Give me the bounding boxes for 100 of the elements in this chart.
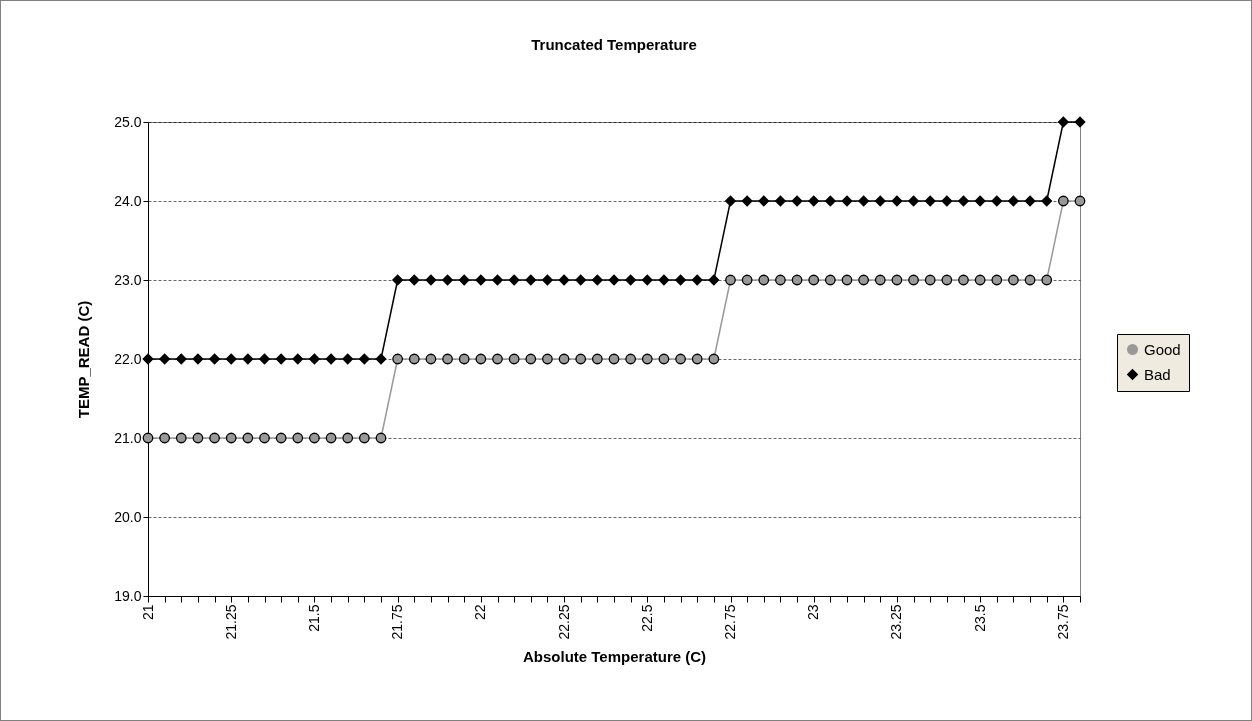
- legend-label: Good: [1144, 340, 1181, 358]
- point: [658, 353, 670, 365]
- point: [392, 274, 404, 286]
- point: [775, 195, 786, 207]
- x-tick-label: 23.5: [971, 604, 988, 632]
- point: [425, 274, 437, 286]
- x-tick-label: 22: [472, 604, 489, 621]
- point: [492, 353, 503, 365]
- x-tick-label: 21: [139, 604, 156, 621]
- point: [209, 432, 220, 444]
- point: [442, 353, 453, 365]
- point: [492, 274, 503, 286]
- point: [558, 353, 570, 365]
- point: [175, 432, 187, 444]
- point: [242, 353, 254, 365]
- point: [408, 353, 420, 365]
- point: [392, 353, 404, 365]
- point: [858, 274, 870, 286]
- point: [525, 353, 537, 365]
- point: [358, 353, 370, 365]
- point: [758, 195, 770, 207]
- point: [591, 353, 603, 365]
- y-tick-label: 23.0: [114, 271, 142, 288]
- point: [841, 195, 853, 207]
- point: [641, 353, 653, 365]
- point: [508, 274, 520, 286]
- point: [808, 274, 820, 286]
- point: [442, 274, 453, 286]
- x-tick-label: 21.75: [389, 604, 406, 640]
- point: [791, 274, 803, 286]
- point: [775, 274, 786, 286]
- y-tick-label: 22.0: [114, 350, 142, 367]
- point: [741, 274, 753, 286]
- point: [891, 274, 903, 286]
- y-tick-label: 19.0: [114, 587, 142, 604]
- point: [508, 353, 520, 365]
- point: [1074, 116, 1086, 128]
- point: [991, 195, 1003, 207]
- point: [675, 353, 686, 365]
- point: [292, 432, 304, 444]
- point: [225, 432, 237, 444]
- point: [542, 274, 553, 286]
- point: [974, 195, 986, 207]
- point: [708, 274, 720, 286]
- point: [142, 432, 154, 444]
- point: [791, 195, 803, 207]
- point: [658, 274, 670, 286]
- point: [675, 274, 686, 286]
- x-tick-label: 23.75: [1054, 604, 1071, 640]
- point: [575, 353, 587, 365]
- point: [375, 432, 387, 444]
- point: [691, 274, 703, 286]
- point: [542, 353, 553, 365]
- point: [1057, 195, 1069, 207]
- point: [725, 195, 736, 207]
- y-tick-label: 20.0: [114, 508, 142, 525]
- point: [941, 195, 953, 207]
- x-tick-label: 21.25: [222, 604, 239, 640]
- point: [824, 195, 836, 207]
- point: [408, 274, 420, 286]
- point: [608, 353, 620, 365]
- point: [525, 274, 537, 286]
- y-tick-label: 25.0: [114, 113, 142, 130]
- point: [591, 274, 603, 286]
- point: [1024, 195, 1036, 207]
- point: [275, 353, 287, 365]
- point: [458, 274, 470, 286]
- point: [641, 274, 653, 286]
- point: [958, 195, 969, 207]
- legend-label: Bad: [1144, 365, 1171, 383]
- point: [159, 353, 171, 365]
- point: [991, 274, 1003, 286]
- point: [1024, 274, 1036, 286]
- point: [558, 274, 570, 286]
- point: [974, 274, 986, 286]
- point: [874, 274, 886, 286]
- point: [1008, 274, 1019, 286]
- point: [824, 274, 836, 286]
- point: [575, 274, 587, 286]
- point: [325, 432, 337, 444]
- point: [259, 353, 270, 365]
- point: [908, 274, 919, 286]
- x-axis-title: Absolute Temperature (C): [522, 647, 707, 665]
- y-tick-label: 21.0: [114, 429, 142, 446]
- chart-title: Truncated Temperature: [531, 35, 697, 53]
- x-tick-label: 23.25: [888, 604, 905, 640]
- x-tick-label: 23: [805, 604, 822, 621]
- point: [1057, 116, 1069, 128]
- point: [358, 432, 370, 444]
- point: [958, 274, 969, 286]
- point: [142, 353, 154, 365]
- y-tick-label: 24.0: [114, 192, 142, 209]
- point: [242, 432, 254, 444]
- point: [758, 274, 770, 286]
- point: [625, 274, 637, 286]
- point: [808, 195, 820, 207]
- point: [924, 274, 936, 286]
- point: [908, 195, 919, 207]
- point: [225, 353, 237, 365]
- point: [458, 353, 470, 365]
